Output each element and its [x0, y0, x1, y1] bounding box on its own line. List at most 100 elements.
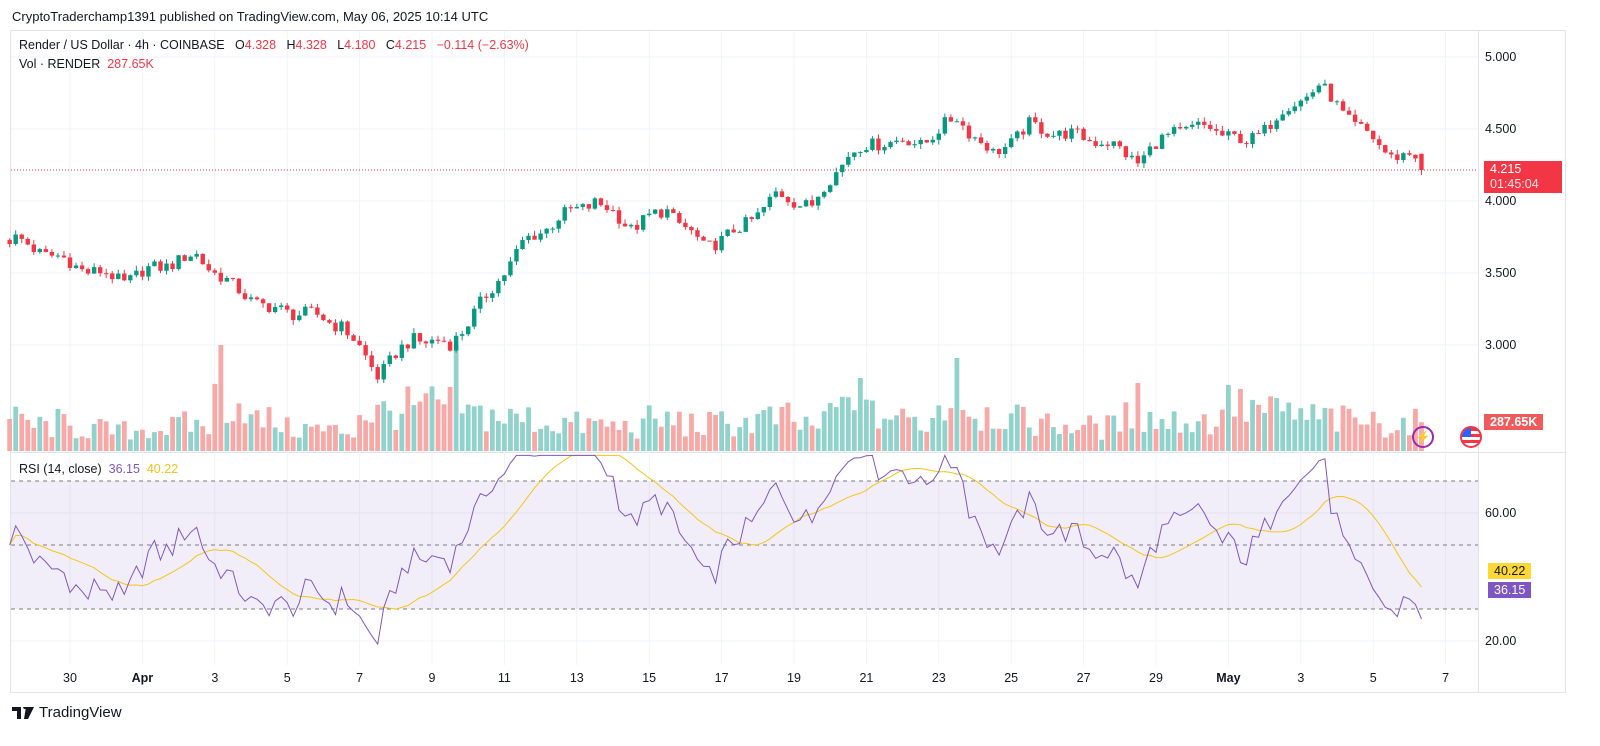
- volume-bar: [598, 419, 604, 451]
- candle-body: [339, 321, 344, 332]
- volume-bar: [339, 433, 344, 451]
- volume-bar: [495, 420, 501, 451]
- candle-body: [447, 341, 453, 351]
- x-tick-label: Apr: [132, 671, 154, 685]
- volume-bar: [514, 413, 519, 451]
- volume-bar: [248, 414, 254, 451]
- rsi-value: 36.15: [108, 462, 140, 476]
- volume-bar: [1165, 428, 1171, 451]
- volume-bar: [616, 429, 622, 451]
- volume-bar: [127, 439, 133, 451]
- volume-bar: [833, 407, 839, 451]
- volume-bar: [683, 436, 688, 451]
- volume-bar: [49, 437, 55, 451]
- volume-label[interactable]: Vol · RENDER: [19, 57, 101, 71]
- volume-bar: [381, 401, 387, 451]
- candle-body: [357, 340, 362, 346]
- volume-bar: [1045, 413, 1050, 451]
- candle-body: [834, 172, 839, 186]
- volume-bar: [13, 406, 19, 451]
- candle-body: [490, 293, 495, 298]
- volume-bar: [230, 421, 236, 451]
- candle-body: [960, 121, 966, 126]
- tradingview-logo[interactable]: TradingView: [12, 704, 122, 721]
- volume-bar: [1111, 415, 1117, 451]
- volume-bar: [1382, 437, 1388, 451]
- change-value: −0.114 (−2.63%): [436, 38, 529, 52]
- bar-countdown: 01:45:04: [1490, 177, 1539, 191]
- rsi-lines: [9, 454, 1422, 646]
- high-label: H: [286, 38, 296, 52]
- volume-bar: [1328, 408, 1334, 451]
- candle-body: [580, 204, 586, 207]
- volume-bar: [435, 399, 441, 451]
- volume-bar: [357, 415, 362, 451]
- volume-bar: [1400, 417, 1406, 451]
- y-tick-label: 4.500: [1485, 122, 1516, 136]
- candle-body: [466, 326, 471, 335]
- candle-body: [411, 333, 417, 349]
- candle-body: [586, 204, 592, 209]
- volume-bar: [1244, 421, 1249, 451]
- volume-badge: 287.65K: [1484, 414, 1544, 430]
- volume-bar: [695, 431, 700, 451]
- candle-body: [97, 267, 103, 274]
- candle-body: [254, 297, 260, 300]
- rsi-background: [11, 481, 1478, 609]
- volume-bar: [791, 421, 797, 451]
- low-value: 4.180: [344, 38, 376, 52]
- candle-body: [1377, 139, 1382, 146]
- volume-bar: [212, 383, 218, 451]
- volume-bar: [1123, 402, 1129, 451]
- candle-body: [278, 305, 284, 308]
- candle-body: [954, 121, 960, 123]
- volume-bar: [900, 408, 905, 451]
- candle-body: [1075, 128, 1080, 130]
- volume-bar: [538, 428, 543, 451]
- volume-bar: [1081, 424, 1086, 451]
- volume-bar: [888, 419, 893, 451]
- volume-bar: [1256, 404, 1261, 451]
- volume-bar: [664, 411, 670, 451]
- volume-bar: [302, 424, 308, 451]
- candle-body: [1202, 121, 1207, 125]
- volume-bar: [749, 433, 755, 451]
- candle-body: [1383, 145, 1388, 153]
- candle-body: [647, 213, 652, 216]
- candle-body: [514, 249, 519, 262]
- candle-body: [1316, 85, 1322, 93]
- volume-bar: [1189, 432, 1195, 451]
- candle-body: [671, 209, 676, 214]
- volume-bar: [1093, 423, 1099, 451]
- us-flag-icon[interactable]: [1460, 426, 1482, 448]
- candle-body: [1093, 141, 1098, 146]
- candle-body: [152, 261, 157, 267]
- volume-bar: [333, 425, 338, 451]
- tradingview-logo-icon: [12, 706, 34, 719]
- symbol-name[interactable]: Render / US Dollar · 4h · COINBASE: [19, 38, 225, 52]
- candle-body: [773, 191, 779, 197]
- volume-bar: [393, 429, 399, 451]
- candle-body: [212, 270, 217, 273]
- candle-body: [61, 255, 67, 258]
- rsi-legend: RSI (14, close) 36.15 40.22: [19, 462, 178, 476]
- candle-body: [297, 315, 302, 321]
- volume-bar: [520, 422, 525, 451]
- candle-body: [375, 367, 380, 380]
- rsi-ma-badge: 40.22: [1488, 563, 1532, 579]
- candle-body: [1220, 130, 1225, 136]
- volume-bar: [314, 424, 320, 451]
- volume-bar: [133, 430, 139, 451]
- lightning-icon[interactable]: ⚡: [1412, 426, 1434, 448]
- x-tick-label: 17: [715, 671, 729, 685]
- candle-body: [1159, 134, 1165, 149]
- volume-bar: [61, 414, 67, 451]
- grid: [11, 31, 1478, 665]
- volume-bar: [960, 409, 966, 451]
- high-value: 4.328: [295, 38, 327, 52]
- volume-bar: [1026, 427, 1032, 451]
- candle-body: [327, 320, 332, 323]
- rsi-label[interactable]: RSI (14, close): [19, 462, 102, 476]
- volume-bar: [19, 413, 25, 451]
